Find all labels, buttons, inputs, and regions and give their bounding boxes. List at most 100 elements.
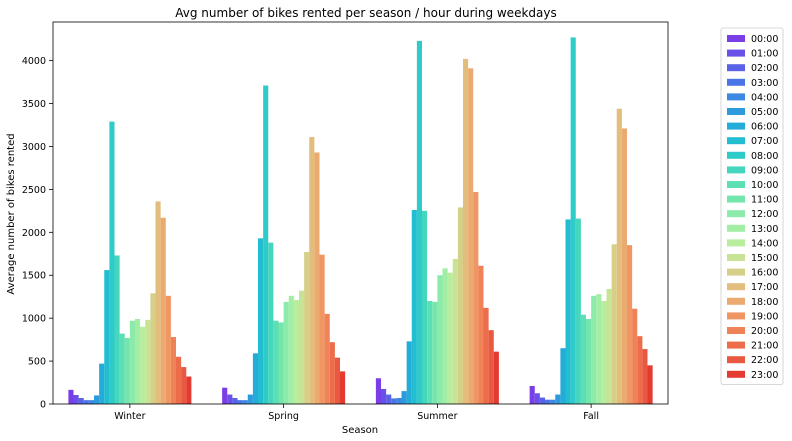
- bar-0000-summer: [375, 378, 382, 404]
- legend-swatch: [727, 166, 745, 174]
- legend-swatch: [727, 297, 745, 305]
- bar-2000-spring: [324, 313, 330, 404]
- bar-0700-summer: [411, 210, 417, 404]
- bar-1800-spring: [314, 152, 320, 404]
- bar-1600-spring: [304, 252, 310, 404]
- bar-2100-fall: [637, 336, 643, 404]
- bar-1200-spring: [283, 301, 289, 404]
- bar-0100-fall: [534, 393, 540, 404]
- legend-entry-0800: 08:00: [751, 151, 778, 162]
- bar-1800-winter: [160, 217, 166, 404]
- bar-1600-summer: [457, 207, 464, 404]
- bar-0600-spring: [252, 353, 259, 404]
- bar-0500-summer: [401, 391, 407, 404]
- x-tick-label-spring: Spring: [268, 411, 299, 422]
- bar-0800-winter: [109, 121, 115, 404]
- legend-entry-2200: 22:00: [751, 355, 778, 366]
- y-tick-label: 3500: [22, 99, 46, 110]
- bar-2200-winter: [181, 367, 187, 404]
- bar-0500-winter: [94, 395, 100, 404]
- x-tick-label-winter: Winter: [114, 411, 145, 422]
- bar-1500-fall: [606, 288, 612, 404]
- y-tick-label: 0: [40, 400, 46, 411]
- legend-swatch: [727, 254, 745, 261]
- bar-0000-fall: [529, 385, 535, 404]
- legend-entry-2300: 23:00: [751, 370, 778, 381]
- bar-0300-summer: [391, 398, 397, 404]
- bar-2300-fall: [647, 365, 653, 404]
- bar-1000-fall: [580, 314, 587, 404]
- legend-entry-1400: 14:00: [751, 238, 778, 249]
- bar-1100-winter: [124, 337, 130, 404]
- legend-swatch: [727, 195, 745, 203]
- bar-2100-spring: [329, 342, 335, 404]
- bar-1000-winter: [119, 333, 125, 404]
- legend-swatch: [727, 151, 745, 159]
- bar-0500-fall: [555, 394, 561, 404]
- bar-2000-fall: [632, 308, 638, 404]
- bar-1700-spring: [309, 137, 315, 404]
- legend-swatch: [727, 341, 745, 349]
- legend-swatch: [727, 49, 745, 57]
- legend-swatch: [727, 327, 745, 334]
- x-tick-label-summer: Summer: [417, 411, 457, 422]
- legend-entry-1700: 17:00: [751, 282, 778, 293]
- legend-swatch: [727, 239, 745, 247]
- bar-0300-winter: [83, 400, 89, 404]
- legend: 00:00 01:00 02:00 03:00 04:00 05:00 06:00 07:00…: [720, 27, 784, 385]
- bar-0800-summer: [416, 40, 423, 404]
- bar-1600-fall: [611, 244, 617, 404]
- bar-0300-fall: [545, 399, 551, 404]
- bar-0800-spring: [263, 85, 269, 405]
- bar-1800-fall: [621, 128, 628, 404]
- bar-0700-winter: [104, 270, 110, 404]
- bar-0200-spring: [232, 397, 238, 404]
- chart-title: Avg number of bikes rented per season / …: [175, 6, 556, 20]
- bar-1400-spring: [293, 300, 300, 404]
- bar-2300-summer: [493, 351, 499, 404]
- legend-entry-0200: 02:00: [751, 63, 778, 74]
- bar-1700-fall: [616, 108, 622, 404]
- bar-1200-summer: [437, 275, 443, 404]
- legend-swatch: [727, 370, 745, 378]
- bar-1400-winter: [140, 326, 146, 404]
- legend-entry-2100: 21:00: [751, 341, 778, 352]
- legend-swatch: [727, 224, 745, 232]
- legend-entry-1200: 12:00: [751, 209, 778, 220]
- bar-0100-summer: [381, 388, 387, 404]
- bar-1500-winter: [145, 319, 151, 404]
- bar-2300-spring: [340, 371, 346, 404]
- legend-swatch: [727, 210, 745, 218]
- bar-1900-winter: [165, 295, 171, 404]
- bar-2000-winter: [170, 337, 177, 404]
- legend-swatch: [727, 312, 745, 320]
- bar-0700-fall: [565, 219, 571, 404]
- bar-2200-spring: [334, 357, 341, 404]
- bar-1300-summer: [442, 268, 448, 404]
- bar-1600-winter: [150, 293, 156, 404]
- bar-1500-spring: [299, 290, 305, 404]
- bar-0400-summer: [396, 397, 402, 404]
- legend-entry-0400: 04:00: [751, 92, 778, 103]
- y-tick-label: 500: [28, 357, 46, 368]
- legend-entry-1000: 10:00: [751, 180, 778, 191]
- legend-swatch: [727, 78, 745, 86]
- legend-entry-0900: 09:00: [751, 165, 778, 176]
- y-tick-label: 1000: [22, 314, 46, 325]
- legend-entry-0500: 05:00: [751, 107, 778, 118]
- y-tick-label: 2000: [22, 228, 46, 239]
- bar-0900-winter: [114, 255, 120, 404]
- bar-1900-fall: [627, 245, 633, 404]
- bar-0000-winter: [68, 389, 74, 404]
- bar-1300-fall: [596, 294, 602, 404]
- legend-swatch: [727, 122, 745, 130]
- bar-0900-fall: [575, 218, 581, 404]
- bar-0000-spring: [222, 387, 228, 404]
- bar-1000-summer: [427, 300, 433, 404]
- y-tick-label: 3000: [22, 142, 46, 153]
- bar-1900-spring: [319, 254, 325, 404]
- bar-1300-winter: [135, 319, 141, 404]
- bar-0600-winter: [99, 363, 105, 404]
- legend-swatch: [727, 181, 745, 188]
